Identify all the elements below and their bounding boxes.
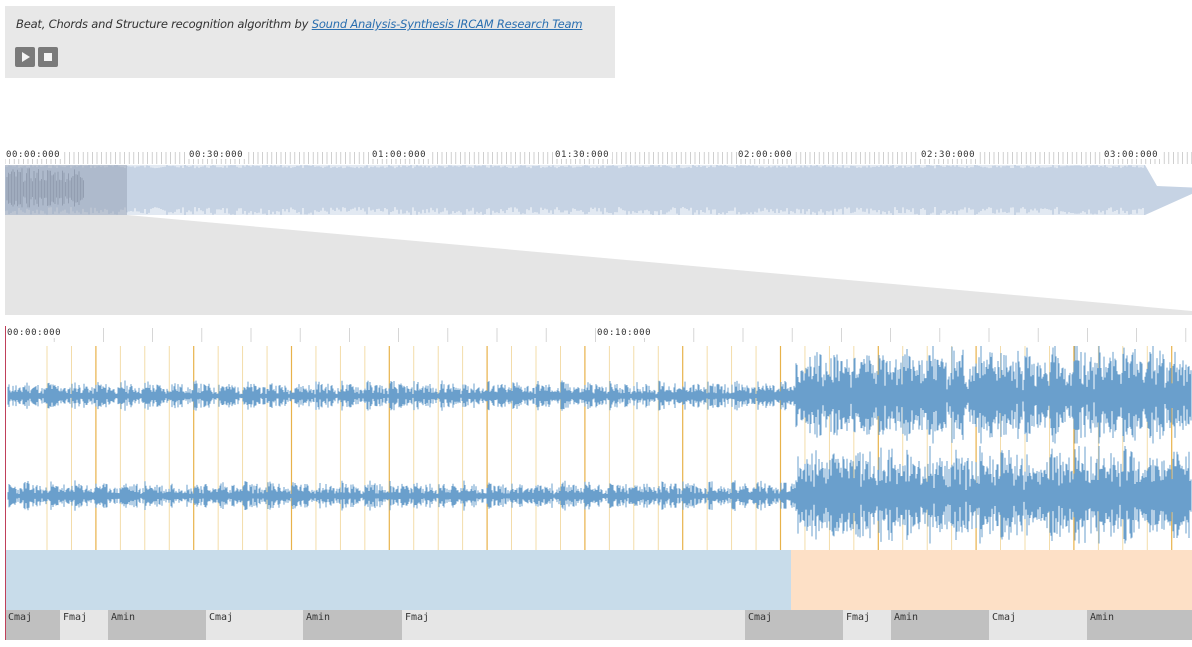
credit-text: Beat, Chords and Structure recognition a… [16, 17, 312, 31]
overview-time-label: 02:30:000 [921, 150, 975, 160]
overview-time-label: 01:30:000 [555, 150, 609, 160]
chord-label: Amin [303, 610, 402, 640]
credit-line: Beat, Chords and Structure recognition a… [16, 17, 583, 31]
structure-segment [5, 550, 791, 610]
chord-label: Fmaj [402, 610, 745, 640]
structure-segment [790, 550, 1192, 610]
chord-label: Fmaj [60, 610, 108, 640]
overview-time-label: 03:00:000 [1104, 150, 1158, 160]
overview-time-label: 01:00:000 [372, 150, 426, 160]
header-panel: Beat, Chords and Structure recognition a… [5, 6, 615, 78]
waveform-channel-left [7, 346, 1192, 444]
stop-button[interactable] [38, 47, 58, 67]
detail-waveform[interactable]: 00:00:000 00:10:000 [5, 326, 1192, 550]
detail-time-label: 00:10:000 [597, 328, 651, 338]
overview-waveform[interactable]: 00:00:000 00:30:000 01:00:000 01:30:000 02:0… [5, 148, 1192, 218]
playhead-cursor[interactable] [5, 326, 6, 640]
detail-ruler [5, 328, 1187, 342]
chord-label: Amin [891, 610, 989, 640]
overview-time-label: 00:00:000 [6, 150, 60, 160]
chord-label: Amin [1087, 610, 1192, 640]
zoom-funnel [5, 215, 1192, 315]
chord-label: Fmaj [843, 610, 891, 640]
overview-waveform-shape [5, 165, 1192, 215]
chord-label: Cmaj [5, 610, 60, 640]
zoom-selection-handle[interactable] [5, 165, 127, 215]
structure-segments [5, 550, 1192, 610]
overview-time-label: 02:00:000 [738, 150, 792, 160]
overview-time-label: 00:30:000 [189, 150, 243, 160]
stop-icon [44, 53, 52, 61]
ircam-team-link[interactable]: Sound Analysis-Synthesis IRCAM Research … [311, 17, 583, 31]
play-button[interactable] [15, 47, 35, 67]
chord-track: Cmaj Fmaj Amin Cmaj Amin Fmaj Cmaj Fmaj Amin Cmaj… [5, 610, 1192, 640]
waveform-channel-right [7, 446, 1192, 544]
chord-label: Cmaj [989, 610, 1087, 640]
chord-label: Cmaj [745, 610, 843, 640]
play-icon [22, 52, 30, 62]
detail-time-label: 00:00:000 [7, 328, 61, 338]
chord-label: Amin [108, 610, 206, 640]
chord-label: Cmaj [206, 610, 303, 640]
